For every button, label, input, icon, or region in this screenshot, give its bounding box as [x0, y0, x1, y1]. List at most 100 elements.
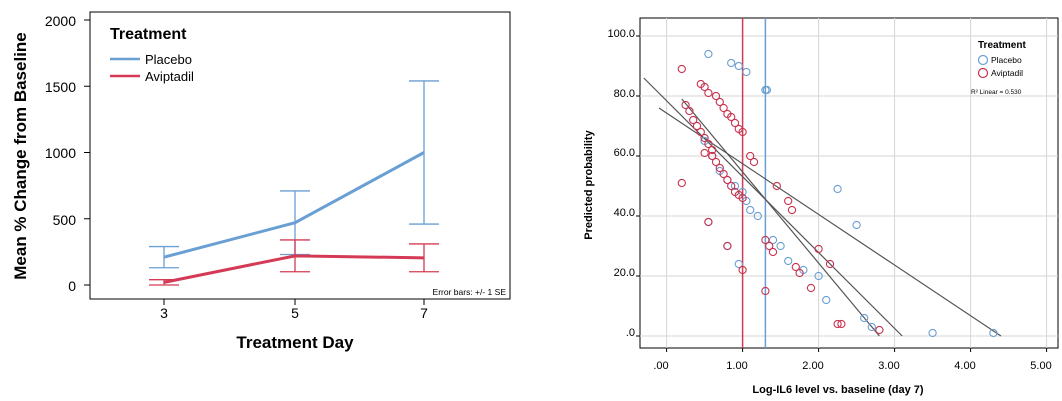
- scatter-point-aviptadil: [719, 169, 728, 179]
- right-y-tick-label: 100.0: [607, 28, 635, 40]
- scatter-point-aviptadil: [677, 178, 686, 188]
- scatter-point-placebo: [742, 67, 751, 77]
- scatter-point-aviptadil: [825, 259, 835, 269]
- scatter-point-aviptadil: [727, 181, 736, 191]
- scatter-point-aviptadil: [704, 139, 713, 149]
- scatter-point-aviptadil: [772, 181, 781, 191]
- scatter-point-aviptadil: [681, 100, 690, 110]
- scatter-point-aviptadil: [692, 121, 702, 131]
- scatter-point-aviptadil: [730, 118, 740, 128]
- r-squared-label: R² Linear = 0.530: [971, 89, 1022, 96]
- left-y-tick-label: 1500: [45, 79, 76, 95]
- right-legend-marker-aviptadil: [977, 67, 989, 79]
- right-x-tick-label: 2.00: [802, 360, 823, 372]
- right-y-axis-label: Predicted probability: [583, 129, 595, 239]
- scatter-point-placebo: [833, 184, 842, 194]
- scatter-point-aviptadil: [768, 247, 778, 257]
- left-x-tick-label: 3: [160, 305, 168, 321]
- left-y-axis-label: Mean % Change from Baseline: [11, 32, 30, 280]
- scatter-point-aviptadil: [806, 283, 816, 293]
- scatter-point-placebo: [852, 220, 861, 230]
- scatter-point-aviptadil: [708, 145, 717, 155]
- scatter-point-aviptadil: [711, 157, 721, 167]
- right-legend: Treatment Placebo Aviptadil R² Linear = …: [971, 40, 1026, 96]
- fit-line: [658, 107, 1002, 337]
- scatter-point-aviptadil: [677, 64, 686, 74]
- right-x-tick-label: 4.00: [954, 360, 975, 372]
- right-y-tick-label: 20.0: [614, 267, 635, 279]
- right-x-tick-label: .00: [653, 360, 668, 372]
- scatter-point-aviptadil: [700, 148, 709, 158]
- right-x-tick-label: 3.00: [878, 360, 899, 372]
- fit-line: [681, 98, 880, 337]
- scatter-point-aviptadil: [715, 163, 724, 173]
- left-y-tick-label: 1000: [45, 145, 76, 161]
- series-line-aviptadil: [163, 254, 425, 284]
- scatter-point-aviptadil: [711, 91, 721, 101]
- scatter-point-aviptadil: [704, 88, 713, 98]
- left-legend-title: Treatment: [110, 26, 187, 43]
- scatter-point-aviptadil: [749, 157, 759, 167]
- right-legend-title: Treatment: [978, 40, 1026, 51]
- right-x-tick-labels: .00 1.00 2.00 3.00 4.00 5.00: [653, 360, 1051, 372]
- right-y-tick-label: 40.0: [614, 207, 635, 219]
- fit-line: [643, 77, 903, 337]
- right-legend-marker-placebo: [977, 54, 989, 66]
- scatter-point-aviptadil: [875, 325, 884, 335]
- scatter-point-aviptadil: [738, 265, 747, 275]
- scatter-point-aviptadil: [723, 241, 732, 251]
- scatter-point-aviptadil: [761, 286, 770, 296]
- scatter-point-aviptadil: [784, 196, 793, 206]
- right-legend-label-aviptadil: Aviptadil: [991, 68, 1023, 78]
- scatter-point-placebo: [746, 205, 755, 215]
- right-x-tick-label: 1.00: [726, 360, 747, 372]
- scatter-point-aviptadil: [708, 151, 717, 161]
- scatter-point-placebo: [784, 256, 793, 266]
- scatter-point-aviptadil: [700, 82, 709, 92]
- error-bars-note: Error bars: +/- 1 SE: [433, 287, 507, 297]
- scatter-point-aviptadil: [765, 241, 774, 251]
- predicted-probability-scatter: Predicted probability Log-IL6 level vs. …: [583, 17, 1059, 396]
- scatter-point-aviptadil: [727, 112, 736, 122]
- scatter-point-aviptadil: [746, 151, 755, 161]
- scatter-point-aviptadil: [761, 235, 770, 245]
- left-y-tick-labels: 0 500 1000 1500 2000: [45, 13, 76, 294]
- series-line-placebo: [163, 151, 425, 259]
- right-data-marks: [643, 18, 1002, 348]
- left-x-tick-label: 5: [291, 305, 299, 321]
- right-x-axis-label: Log-IL6 level vs. baseline (day 7): [752, 384, 924, 396]
- scatter-point-aviptadil: [700, 133, 709, 143]
- scatter-point-placebo: [867, 322, 876, 332]
- scatter-point-placebo: [989, 328, 998, 338]
- scatter-point-aviptadil: [738, 193, 747, 203]
- right-legend-label-placebo: Placebo: [991, 55, 1022, 65]
- scatter-point-placebo: [822, 295, 831, 305]
- right-x-tick-label: 5.00: [1030, 360, 1051, 372]
- scatter-point-aviptadil: [787, 205, 797, 215]
- left-y-tick-label: 2000: [45, 13, 76, 29]
- right-y-tick-label: 80.0: [614, 88, 635, 100]
- scatter-point-placebo: [704, 49, 713, 59]
- right-y-tick-labels: .0 20.0 40.0 60.0 80.0 100.0: [607, 28, 635, 339]
- left-legend-label-aviptadil: Aviptadil: [145, 69, 194, 84]
- scatter-point-placebo: [762, 85, 772, 95]
- right-gridlines: [636, 18, 1058, 352]
- left-data-marks: [84, 19, 439, 305]
- scatter-point-aviptadil: [723, 175, 732, 185]
- scatter-point-aviptadil: [833, 319, 842, 329]
- left-y-tick-label: 500: [53, 212, 77, 228]
- scatter-point-aviptadil: [689, 115, 698, 125]
- scatter-point-aviptadil: [696, 127, 705, 137]
- scatter-point-placebo: [776, 241, 785, 251]
- scatter-point-aviptadil: [791, 262, 800, 272]
- scatter-point-aviptadil: [719, 103, 728, 113]
- scatter-point-aviptadil: [685, 106, 694, 116]
- scatter-point-placebo: [753, 211, 762, 221]
- scatter-point-placebo: [734, 61, 743, 71]
- right-y-tick-label: .0: [626, 327, 635, 339]
- mean-change-line-chart: Mean % Change from Baseline Treatment Da…: [11, 11, 511, 352]
- scatter-point-placebo: [730, 181, 740, 191]
- scatter-point-aviptadil: [837, 319, 846, 329]
- scatter-point-placebo: [814, 271, 823, 281]
- scatter-point-placebo: [860, 313, 869, 323]
